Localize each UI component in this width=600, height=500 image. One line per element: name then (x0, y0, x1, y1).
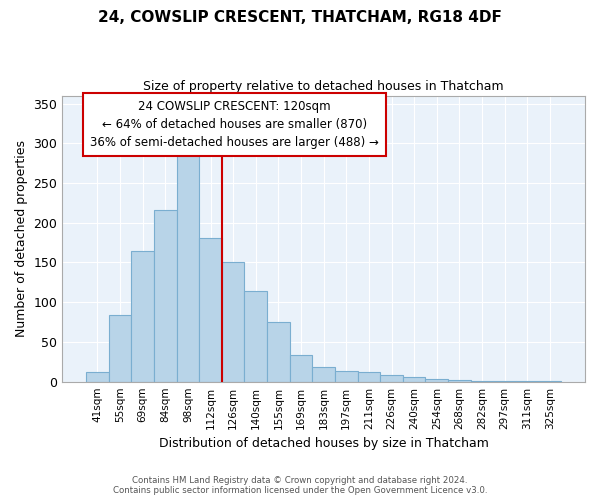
Bar (267, 322, 290, 382)
Text: 24 COWSLIP CRESCENT: 120sqm
← 64% of detached houses are smaller (870)
36% of se: 24 COWSLIP CRESCENT: 120sqm ← 64% of det… (91, 100, 379, 149)
Bar (222, 262, 244, 382)
Bar (86, 372, 109, 382)
Bar (516, 381, 539, 382)
Bar (313, 368, 335, 382)
Text: Contains HM Land Registry data © Crown copyright and database right 2024.
Contai: Contains HM Land Registry data © Crown c… (113, 476, 487, 495)
Bar (199, 238, 222, 382)
Bar (109, 315, 131, 382)
Bar (493, 381, 516, 382)
Bar (380, 374, 403, 382)
Y-axis label: Number of detached properties: Number of detached properties (15, 140, 28, 337)
Bar (403, 377, 425, 382)
X-axis label: Distribution of detached houses by size in Thatcham: Distribution of detached houses by size … (159, 437, 488, 450)
Bar (335, 370, 358, 382)
Bar (448, 380, 471, 382)
Title: Size of property relative to detached houses in Thatcham: Size of property relative to detached ho… (143, 80, 504, 93)
Bar (425, 378, 448, 382)
Text: 24, COWSLIP CRESCENT, THATCHAM, RG18 4DF: 24, COWSLIP CRESCENT, THATCHAM, RG18 4DF (98, 10, 502, 25)
Bar (154, 210, 176, 382)
Bar (244, 291, 267, 382)
Bar (471, 381, 493, 382)
Bar (131, 252, 154, 382)
Bar (358, 372, 380, 382)
Bar (539, 381, 561, 382)
Bar (290, 354, 313, 382)
Bar (176, 154, 199, 382)
